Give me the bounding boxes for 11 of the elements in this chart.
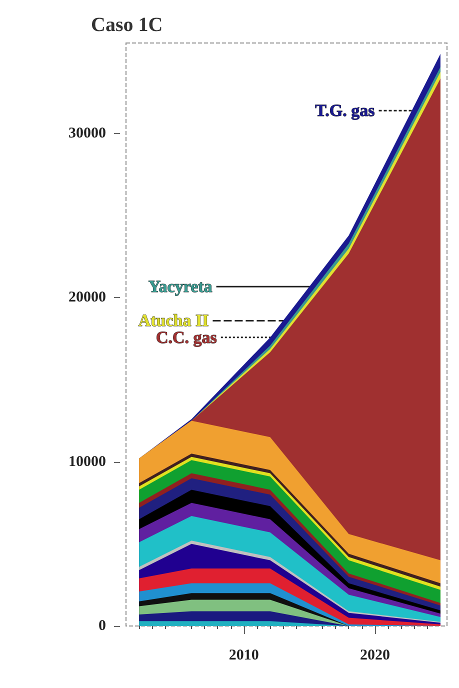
x-tick-label: 2020 [360,648,390,664]
y-tick-label: 30000 [68,125,106,142]
y-tick-label: 20000 [68,290,106,306]
text: Yacyreta [148,277,213,296]
text: C.C. gas [156,328,218,347]
chart-title: Caso 1C [91,14,163,36]
series-label: T.G. gas [315,101,376,120]
text: Atucha II [138,311,210,330]
y-tick-label: 10000 [68,454,106,470]
x-tick-label: 2010 [228,648,259,664]
y-tick-label: 0 [98,618,106,634]
